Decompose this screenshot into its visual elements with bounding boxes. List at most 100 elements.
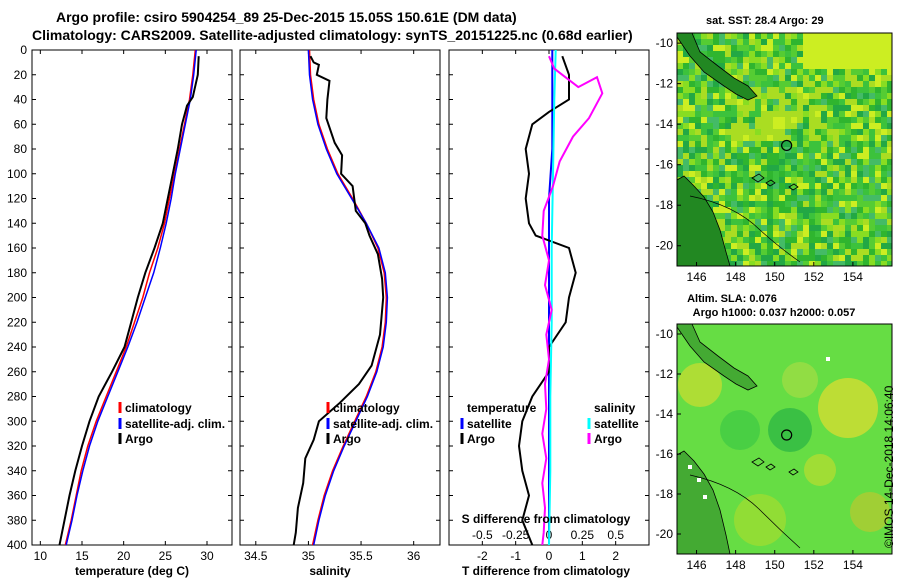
sst-cell [785,123,791,129]
sst-cell [743,129,749,135]
sst-cell [863,81,869,87]
sst-cell [869,183,875,189]
sst-cell [737,225,743,231]
sst-cell [875,93,881,99]
sst-cell [761,159,767,165]
sst-cell [839,177,845,183]
sst-cell [743,207,749,213]
sst-cell [713,57,719,63]
sst-cell [773,99,779,105]
sst-cell [797,93,803,99]
sst-cell [839,189,845,195]
sst-cell [827,195,833,201]
sst-cell [767,75,773,81]
sst-cell [713,45,719,51]
sst-cell [869,237,875,243]
salinity-x-axis: 34.5 35 35.5 36 [244,50,421,563]
sst-cell [761,255,767,261]
sst-cell [881,189,887,195]
sst-cell [797,189,803,195]
sst-cell [779,237,785,243]
sst-cell [815,207,821,213]
x-tick-label: 10 [34,549,48,563]
sst-cell [833,231,839,237]
sst-cell [713,207,719,213]
sst-cell [821,117,827,123]
sst-cell [821,225,827,231]
sst-cell [773,111,779,117]
sst-cell [869,75,875,81]
sst-cell [851,201,857,207]
sst-cell [803,153,809,159]
sst-cell [767,87,773,93]
sst-cell [881,135,887,141]
depth-tick-label: 200 [7,291,27,305]
sst-cell [773,51,779,57]
sst-cell [677,93,683,99]
sst-cell [755,63,761,69]
sst-cell [791,81,797,87]
sst-cell [887,177,892,183]
sst-cell [851,81,857,87]
map-y-tick-label: -16 [656,447,674,461]
sst-cell [875,135,881,141]
sst-cell [857,99,863,105]
sst-cell [767,123,773,129]
sst-cell [731,249,737,255]
sst-cell [797,99,803,105]
sla-argo-marker [781,429,793,441]
sst-cell [785,87,791,93]
sst-cell [785,75,791,81]
sst-cell [707,51,713,57]
sst-cell [725,51,731,57]
sst-cell [869,51,875,57]
sst-cell [743,231,749,237]
sst-cell [743,171,749,177]
sst-cell [881,153,887,159]
sst-cell [869,117,875,123]
sst-cell [695,177,701,183]
sst-cell [779,207,785,213]
map-y-tick-label: -10 [656,36,674,50]
sst-cell [701,183,707,189]
sst-cell [869,177,875,183]
sst-cell [767,117,773,123]
sst-cell [683,153,689,159]
sst-map: sat. SST: 28.4 Argo: 29 146 148 150 152 154 … [656,15,893,284]
figure-title-line1: Argo profile: csiro 5904254_89 25-Dec-20… [56,9,517,25]
sst-cell [869,207,875,213]
sst-cell [773,57,779,63]
sst-cell [713,159,719,165]
sst-cell [845,219,851,225]
sst-cell [809,201,815,207]
sst-cell [713,201,719,207]
sst-cell [809,225,815,231]
sst-cell [677,111,683,117]
temperature-x-label: temperature (deg C) [75,564,189,578]
sst-cell [803,117,809,123]
sst-cell [833,177,839,183]
sst-cell [737,189,743,195]
sst-cell [863,201,869,207]
sst-cell [755,207,761,213]
map-y-tick-label: -18 [656,487,674,501]
sst-cell [887,111,892,117]
sst-cell [803,51,809,57]
map-y-tick-label: -12 [656,367,674,381]
sst-cell [875,75,881,81]
sst-cell [863,45,869,51]
sst-cell [719,147,725,153]
sst-cell [797,255,803,261]
sst-cell [869,219,875,225]
sst-cell [857,207,863,213]
sst-cell [857,201,863,207]
sst-cell [809,129,815,135]
sst-cell [821,237,827,243]
sst-cell [803,81,809,87]
sst-cell [725,129,731,135]
legend-label-climatology: climatology [333,401,400,415]
sst-cell [701,159,707,165]
sst-cell [815,153,821,159]
sst-cell [797,177,803,183]
sst-cell [737,141,743,147]
